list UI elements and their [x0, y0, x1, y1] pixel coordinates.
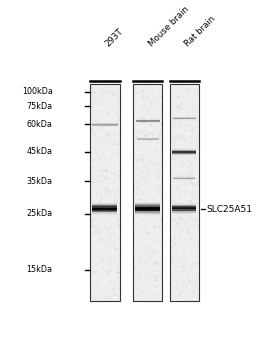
Bar — [92, 207, 117, 208]
Text: Rat brain: Rat brain — [183, 15, 217, 49]
Bar — [173, 153, 196, 154]
Bar — [92, 209, 117, 210]
Text: 100kDa: 100kDa — [22, 88, 53, 96]
Bar — [173, 203, 196, 204]
Text: SLC25A51: SLC25A51 — [206, 205, 252, 214]
Bar — [92, 203, 117, 204]
Bar — [92, 211, 117, 212]
Bar — [135, 209, 160, 210]
Text: 75kDa: 75kDa — [26, 102, 53, 111]
Bar — [90, 84, 120, 301]
Bar — [173, 149, 196, 150]
Bar — [92, 214, 117, 215]
Text: 25kDa: 25kDa — [26, 209, 53, 218]
Bar — [173, 153, 196, 154]
Bar — [173, 213, 196, 214]
Bar — [173, 214, 196, 215]
Bar — [135, 207, 160, 208]
Bar — [135, 212, 160, 213]
Bar — [173, 207, 196, 208]
Bar — [92, 212, 117, 213]
Bar — [92, 204, 117, 205]
Bar — [92, 207, 117, 208]
Bar — [173, 204, 196, 205]
Bar — [92, 210, 117, 211]
Bar — [173, 211, 196, 212]
Bar — [92, 205, 117, 206]
Bar — [135, 204, 160, 205]
Bar — [135, 206, 160, 207]
Text: 15kDa: 15kDa — [26, 265, 53, 274]
Bar — [173, 209, 196, 210]
Bar — [173, 148, 196, 149]
Bar — [135, 206, 160, 208]
Bar — [92, 203, 117, 204]
Bar — [173, 207, 196, 208]
Bar — [173, 210, 196, 211]
Bar — [173, 205, 196, 206]
Bar — [173, 208, 196, 209]
Bar — [92, 213, 117, 214]
Bar — [173, 151, 196, 152]
Bar — [173, 150, 196, 151]
Bar — [92, 208, 117, 209]
Bar — [135, 203, 160, 204]
Bar — [92, 206, 117, 207]
Bar — [173, 151, 196, 152]
Bar — [135, 212, 160, 213]
Bar — [173, 155, 196, 156]
Bar — [92, 202, 117, 203]
Bar — [173, 148, 196, 149]
Text: 293T: 293T — [104, 27, 126, 49]
Bar — [92, 205, 117, 206]
Bar — [135, 205, 160, 206]
Bar — [92, 208, 117, 209]
Bar — [173, 211, 196, 212]
Bar — [173, 203, 196, 204]
Bar — [135, 214, 160, 215]
Text: 35kDa: 35kDa — [26, 177, 53, 186]
Bar — [173, 204, 196, 205]
Bar — [92, 214, 117, 215]
Bar — [92, 211, 117, 212]
Bar — [135, 211, 160, 212]
Bar — [170, 84, 199, 301]
Bar — [135, 213, 160, 214]
Bar — [135, 210, 160, 211]
Bar — [135, 209, 160, 210]
Bar — [173, 208, 196, 209]
Bar — [135, 208, 160, 209]
Bar — [173, 150, 196, 151]
Bar — [173, 212, 196, 213]
Bar — [173, 209, 196, 210]
Bar — [135, 203, 160, 204]
Text: Mouse brain: Mouse brain — [147, 5, 191, 49]
Bar — [173, 149, 196, 150]
Bar — [92, 210, 117, 211]
Bar — [133, 84, 163, 301]
Bar — [135, 202, 160, 203]
Bar — [173, 152, 196, 153]
Bar — [173, 210, 196, 211]
Text: 60kDa: 60kDa — [27, 120, 53, 129]
Bar — [173, 206, 196, 207]
Bar — [173, 154, 196, 155]
Bar — [135, 204, 160, 205]
Bar — [173, 154, 196, 155]
Text: 45kDa: 45kDa — [26, 147, 53, 156]
Bar — [135, 214, 160, 215]
Bar — [173, 206, 196, 207]
Bar — [92, 212, 117, 213]
Bar — [173, 152, 196, 153]
Bar — [135, 208, 160, 209]
Bar — [173, 155, 196, 156]
Bar — [92, 209, 117, 210]
Bar — [135, 211, 160, 212]
